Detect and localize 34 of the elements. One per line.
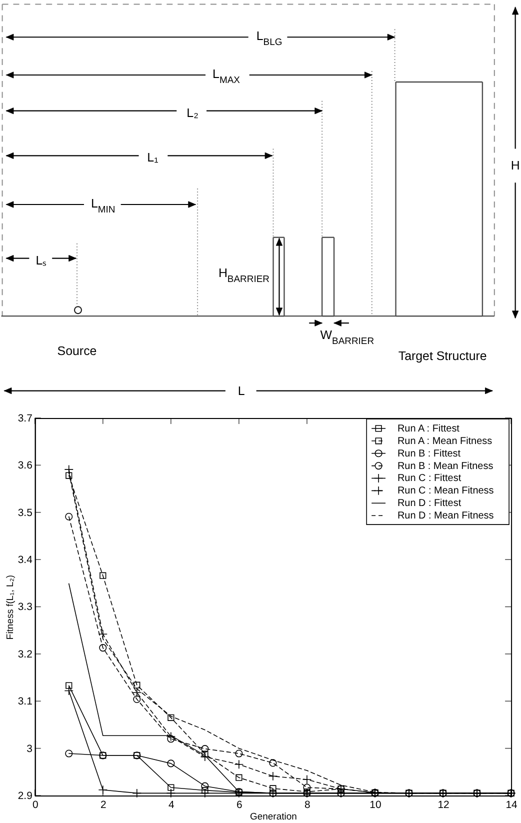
x-tick-label: 8	[304, 800, 311, 811]
x-tick-label: 0	[32, 800, 38, 811]
y-tick-label: 3.2	[18, 649, 33, 660]
legend-label: Run A : Mean Fitness	[397, 436, 492, 447]
y-tick-label: 3.5	[18, 508, 33, 519]
x-tick-label: 10	[370, 800, 382, 811]
y-tick-label: 3.3	[18, 602, 33, 614]
legend-label: Run C : Mean Fitness	[397, 486, 494, 497]
legend-label: Run B : Mean Fitness	[397, 460, 494, 472]
text: Lₛ	[36, 253, 47, 268]
text: L	[238, 384, 245, 398]
text: L₁	[147, 150, 158, 165]
x-axis-title: Generation	[250, 811, 297, 822]
legend-label: Run B : Fittest	[397, 448, 461, 460]
legend-label: Run D : Mean Fitness	[397, 510, 494, 522]
x-tick-label: 14	[506, 800, 518, 811]
y-tick-label: 3.4	[18, 555, 33, 566]
text: Target Structure	[398, 348, 487, 363]
text: L₂	[186, 106, 199, 120]
text: H	[510, 158, 520, 173]
x-tick-label: 4	[168, 800, 175, 811]
y-tick-label: 3	[26, 744, 33, 755]
x-tick-label: 6	[236, 800, 243, 811]
legend-label: Run D : Fittest	[397, 498, 462, 510]
y-tick-label: 3.1	[18, 696, 33, 708]
x-tick-label: 12	[438, 800, 450, 811]
x-tick-label: 2	[100, 800, 106, 811]
y-tick-label: 2.9	[18, 791, 33, 802]
legend-label: Run C : Fittest	[397, 473, 462, 484]
legend-label: Run A : Fittest	[397, 423, 460, 434]
y-tick-label: 3.6	[18, 460, 33, 472]
y-tick-label: 3.7	[18, 413, 33, 424]
y-axis-title: Fitness f(L₁, L₂)	[4, 574, 16, 640]
text: Source	[57, 344, 97, 358]
